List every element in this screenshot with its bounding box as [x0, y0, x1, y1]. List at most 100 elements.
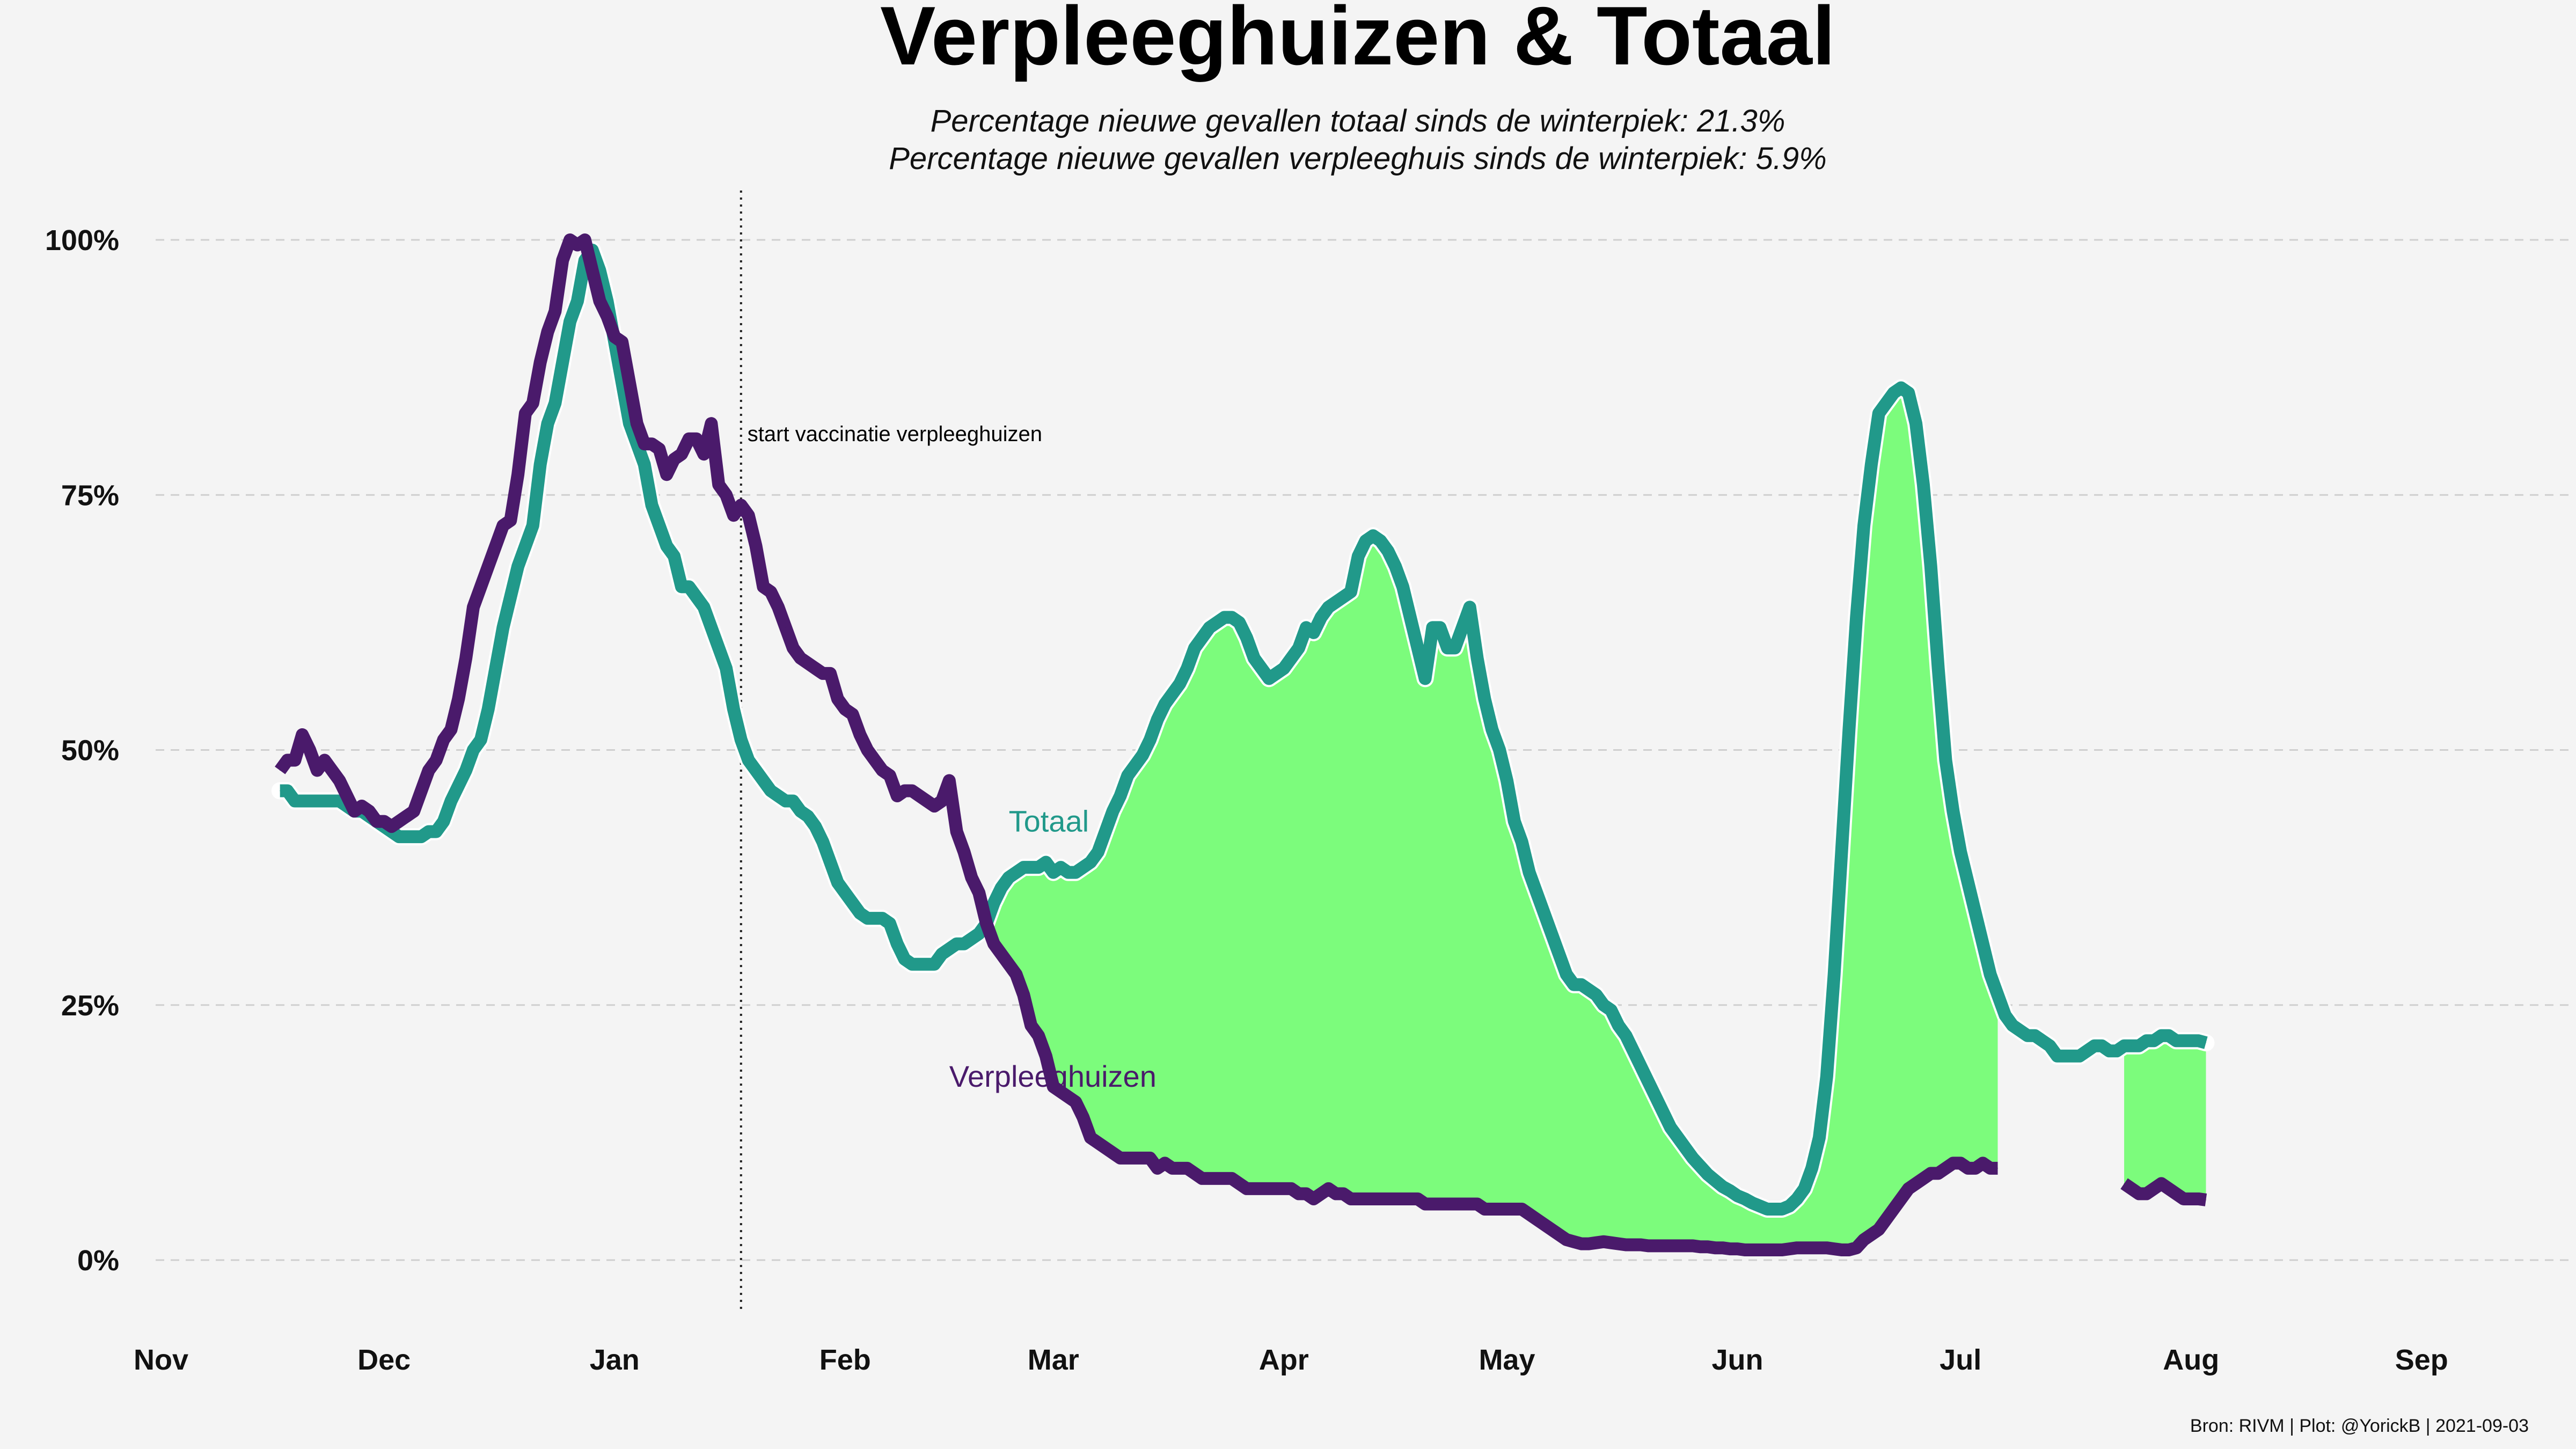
data-point: [1878, 413, 1879, 414]
data-point: [606, 316, 608, 317]
chart-title: Verpleeghuizen & Totaal: [880, 0, 1835, 82]
data-point: [1135, 765, 1136, 766]
data-point: [1067, 872, 1069, 873]
x-tick-label: May: [1479, 1344, 1535, 1376]
x-axis-ticks: Nov Dec Jan Feb Mar Apr May Jun Jul Aug Sep: [134, 1344, 2448, 1376]
data-point: [748, 515, 749, 516]
data-point: [993, 943, 994, 945]
data-point: [1997, 994, 1998, 996]
data-point: [882, 770, 883, 771]
data-point: [1930, 1173, 1931, 1174]
data-point: [1402, 1198, 1403, 1199]
data-point: [956, 831, 957, 832]
data-point: [674, 555, 675, 557]
series-line: [2120, 1177, 2207, 1206]
data-point: [1365, 540, 1366, 541]
data-point: [2183, 1198, 2184, 1199]
data-point: [1224, 617, 1225, 618]
data-point: [1261, 668, 1262, 669]
data-point: [644, 464, 645, 465]
data-point: [1380, 1198, 1381, 1199]
data-point: [1752, 1249, 1753, 1250]
x-tick-label: Dec: [357, 1344, 411, 1376]
data-point: [495, 668, 496, 669]
data-point: [599, 301, 601, 302]
data-point: [867, 918, 868, 919]
x-tick-label: Sep: [2395, 1344, 2448, 1376]
chart-caption: Bron: RIVM | Plot: @YorickB | 2021-09-03: [2190, 1416, 2529, 1436]
difference-fill-region: [2124, 1035, 2206, 1200]
data-point: [1313, 1198, 1314, 1199]
data-point: [510, 520, 511, 521]
data-point: [614, 336, 615, 338]
data-point: [1023, 867, 1024, 868]
data-point: [1157, 719, 1158, 720]
data-point: [1543, 1224, 1545, 1225]
data-point: [1291, 1188, 1292, 1189]
data-point: [1067, 1096, 1069, 1097]
data-point: [1908, 1188, 1909, 1189]
y-tick-label: 0%: [77, 1245, 119, 1277]
vaccination-start-label: start vaccinatie verpleeghuizen: [748, 422, 1042, 446]
data-point: [2198, 1198, 2199, 1199]
data-point: [1209, 1178, 1210, 1179]
data-point: [1209, 627, 1210, 628]
y-tick-label: 75%: [61, 479, 119, 511]
data-point: [406, 816, 407, 817]
x-tick-label: Jun: [1712, 1344, 1763, 1376]
difference-fill-region: [993, 387, 1998, 1250]
data-point: [711, 423, 712, 424]
data-point: [1982, 943, 1984, 945]
y-axis-ticks: 0% 25% 50% 75% 100%: [45, 224, 119, 1277]
data-point: [1105, 831, 1106, 832]
data-point: [2124, 1045, 2125, 1046]
data-point: [1618, 1243, 1619, 1245]
data-point: [1774, 1249, 1775, 1250]
data-point: [815, 668, 816, 669]
data-point: [599, 270, 601, 271]
data-point: [785, 627, 786, 628]
data-point: [986, 923, 987, 924]
data-point: [726, 668, 727, 669]
data-point: [733, 515, 734, 516]
data-point: [1670, 1127, 1671, 1128]
data-point: [1930, 566, 1931, 567]
data-point: [532, 525, 533, 526]
data-point: [376, 821, 377, 822]
data-point: [562, 260, 563, 261]
data-point: [889, 775, 890, 776]
data-point: [629, 423, 630, 424]
data-point: [1841, 1249, 1842, 1250]
data-point: [1685, 1147, 1686, 1148]
data-point: [1700, 1166, 1701, 1167]
series-verpleeghuizen: [275, 233, 2207, 1256]
y-tick-label: 50%: [61, 735, 119, 767]
x-tick-label: Jan: [590, 1344, 640, 1376]
data-point: [1350, 591, 1351, 592]
data-point: [391, 826, 392, 827]
data-point: [971, 877, 972, 878]
data-point: [1328, 1188, 1329, 1189]
data-point: [562, 362, 563, 363]
data-point: [1328, 606, 1329, 608]
data-point: [1566, 974, 1567, 975]
data-point: [1276, 1188, 1277, 1189]
data-point: [302, 734, 303, 735]
data-point: [1432, 627, 1433, 628]
data-point: [2131, 1188, 2132, 1189]
data-point: [1596, 1242, 1597, 1243]
data-point: [934, 806, 935, 807]
data-point: [428, 770, 429, 771]
data-point: [606, 301, 608, 302]
data-point: [1038, 867, 1039, 868]
chart-subtitle-line-1: Percentage nieuwe gevallen totaal sinds …: [931, 104, 1785, 138]
data-point: [1395, 1198, 1396, 1199]
data-point: [1276, 673, 1277, 674]
series-label-totaal: Totaal: [1009, 804, 1089, 838]
vaccination-start-marker: start vaccinatie verpleeghuizen: [740, 191, 1042, 1309]
data-point: [1172, 693, 1173, 694]
data-point: [2124, 1183, 2125, 1184]
data-point: [815, 826, 816, 827]
data-point: [443, 821, 444, 822]
data-point: [1038, 1035, 1039, 1036]
